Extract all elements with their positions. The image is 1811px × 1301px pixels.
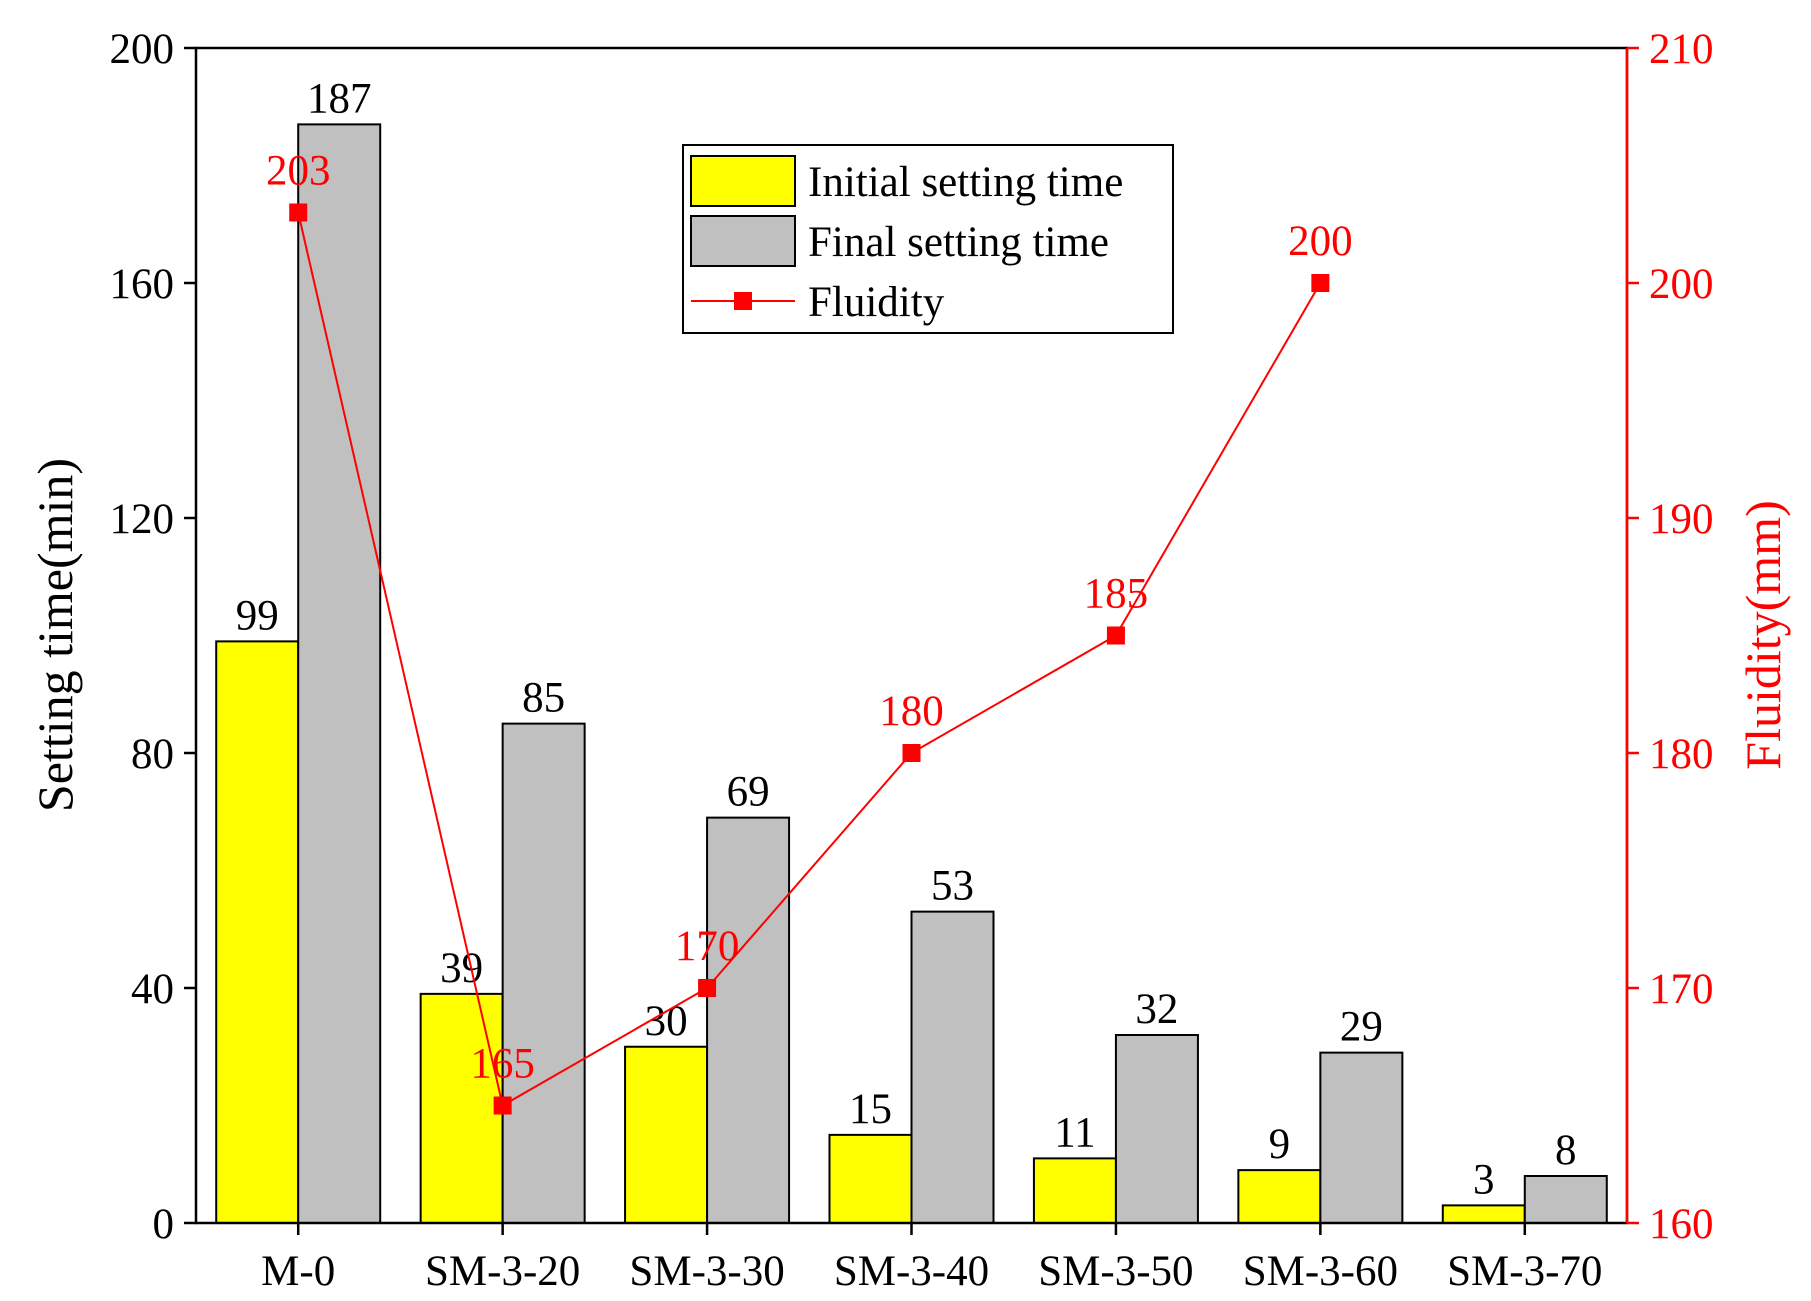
initial-setting-label-sm-3-20: 39 — [440, 945, 483, 992]
right-axis-tick-label: 160 — [1649, 1201, 1714, 1248]
legend-label: Final setting time — [808, 219, 1109, 266]
final-setting-bar-sm-3-30 — [706, 816, 791, 1224]
final-setting-label-sm-3-70: 8 — [1555, 1127, 1577, 1174]
right-axis-tick-label: 180 — [1649, 731, 1714, 778]
legend-label: Initial setting time — [808, 159, 1123, 206]
fluidity-label-sm-3-50: 185 — [1084, 571, 1149, 618]
right-axis-tick-label: 200 — [1649, 261, 1714, 308]
initial-setting-bar-sm-3-40 — [828, 1133, 913, 1224]
x-axis-tick-label-sm-3-20: SM-3-20 — [425, 1248, 580, 1295]
final-setting-label-sm-3-40: 53 — [931, 863, 974, 910]
x-axis-tick-label-sm-3-30: SM-3-30 — [629, 1248, 784, 1295]
right-axis-tick-label: 210 — [1649, 26, 1714, 73]
x-axis-tick-label-sm-3-40: SM-3-40 — [834, 1248, 989, 1295]
final-setting-bar-sm-3-50 — [1114, 1034, 1199, 1224]
final-setting-label-m-0: 187 — [307, 75, 372, 122]
final-setting-bar-sm-3-60 — [1319, 1051, 1404, 1224]
left-axis-tick-label: 160 — [110, 261, 175, 308]
x-axis-tick-label-sm-3-60: SM-3-60 — [1243, 1248, 1398, 1295]
fluidity-line — [297, 212, 1322, 1108]
initial-setting-label-sm-3-70: 3 — [1473, 1156, 1495, 1203]
initial-setting-bar-sm-3-60 — [1237, 1169, 1322, 1224]
final-setting-bar-sm-3-40 — [910, 910, 995, 1224]
initial-setting-bar-sm-3-30 — [624, 1045, 709, 1224]
final-setting-label-sm-3-60: 29 — [1340, 1004, 1383, 1051]
final-setting-label-sm-3-30: 69 — [727, 769, 770, 816]
fluidity-marker-sm-3-60 — [1311, 274, 1330, 292]
initial-setting-bar-sm-3-20 — [419, 992, 504, 1224]
legend-swatch-initial — [690, 155, 796, 207]
fluidity-label-m-0: 203 — [266, 148, 331, 195]
legend-label: Fluidity — [808, 279, 945, 326]
final-setting-bar-sm-3-20 — [501, 722, 586, 1224]
right-axis-title: Fluidity(mm) — [1735, 500, 1791, 769]
final-setting-label-sm-3-50: 32 — [1135, 986, 1178, 1033]
legend-swatch-final — [690, 215, 796, 267]
final-setting-label-sm-3-20: 85 — [522, 675, 565, 722]
legend: Initial setting time Final setting time Fl… — [682, 144, 1174, 334]
initial-setting-label-sm-3-60: 9 — [1269, 1121, 1291, 1168]
x-axis-tick-label-m-0: M-0 — [261, 1248, 335, 1295]
fluidity-marker-sm-3-40 — [902, 744, 921, 762]
initial-setting-bar-sm-3-70 — [1441, 1204, 1526, 1224]
left-axis-tick-label: 120 — [110, 496, 175, 543]
chart-marks: 99 187 39 85 30 69 15 53 11 32 9 29 3 8 203 165 170 180 18… — [215, 75, 1608, 1224]
initial-setting-label-sm-3-30: 30 — [645, 998, 688, 1045]
left-axis-tick-label: 0 — [153, 1201, 175, 1248]
fluidity-label-sm-3-20: 165 — [470, 1041, 535, 1088]
initial-setting-label-sm-3-50: 11 — [1054, 1109, 1095, 1156]
initial-setting-label-m-0: 99 — [236, 592, 279, 639]
right-axis-tick-label: 170 — [1649, 966, 1714, 1013]
fluidity-label-sm-3-40: 180 — [879, 688, 944, 735]
fluidity-marker-sm-3-20 — [493, 1096, 512, 1115]
final-setting-bar-m-0 — [297, 123, 382, 1224]
chart-axes: 0 40 80 120 160 200 160 170 180 190 200 210 M-0 SM-3-… — [110, 26, 1714, 1295]
fluidity-marker-sm-3-30 — [698, 979, 717, 997]
left-axis-tick-label: 40 — [131, 966, 174, 1013]
left-axis-tick-label: 200 — [110, 26, 175, 73]
final-setting-bar-sm-3-70 — [1523, 1175, 1608, 1224]
right-axis-tick-label: 190 — [1649, 496, 1714, 543]
fluidity-marker-m-0 — [289, 203, 308, 222]
left-axis-tick-label: 80 — [131, 731, 174, 778]
fluidity-label-sm-3-30: 170 — [675, 923, 740, 970]
initial-setting-label-sm-3-40: 15 — [849, 1086, 892, 1133]
fluidity-label-sm-3-60: 200 — [1288, 218, 1353, 265]
x-axis-tick-label-sm-3-70: SM-3-70 — [1447, 1248, 1602, 1295]
fluidity-marker-sm-3-50 — [1106, 626, 1125, 645]
left-axis-title: Setting time(min) — [27, 458, 83, 812]
initial-setting-bar-m-0 — [215, 640, 300, 1224]
legend-swatch-fluidity-marker — [734, 292, 752, 310]
x-axis-tick-label-sm-3-50: SM-3-50 — [1038, 1248, 1193, 1295]
initial-setting-bar-sm-3-50 — [1032, 1157, 1117, 1224]
